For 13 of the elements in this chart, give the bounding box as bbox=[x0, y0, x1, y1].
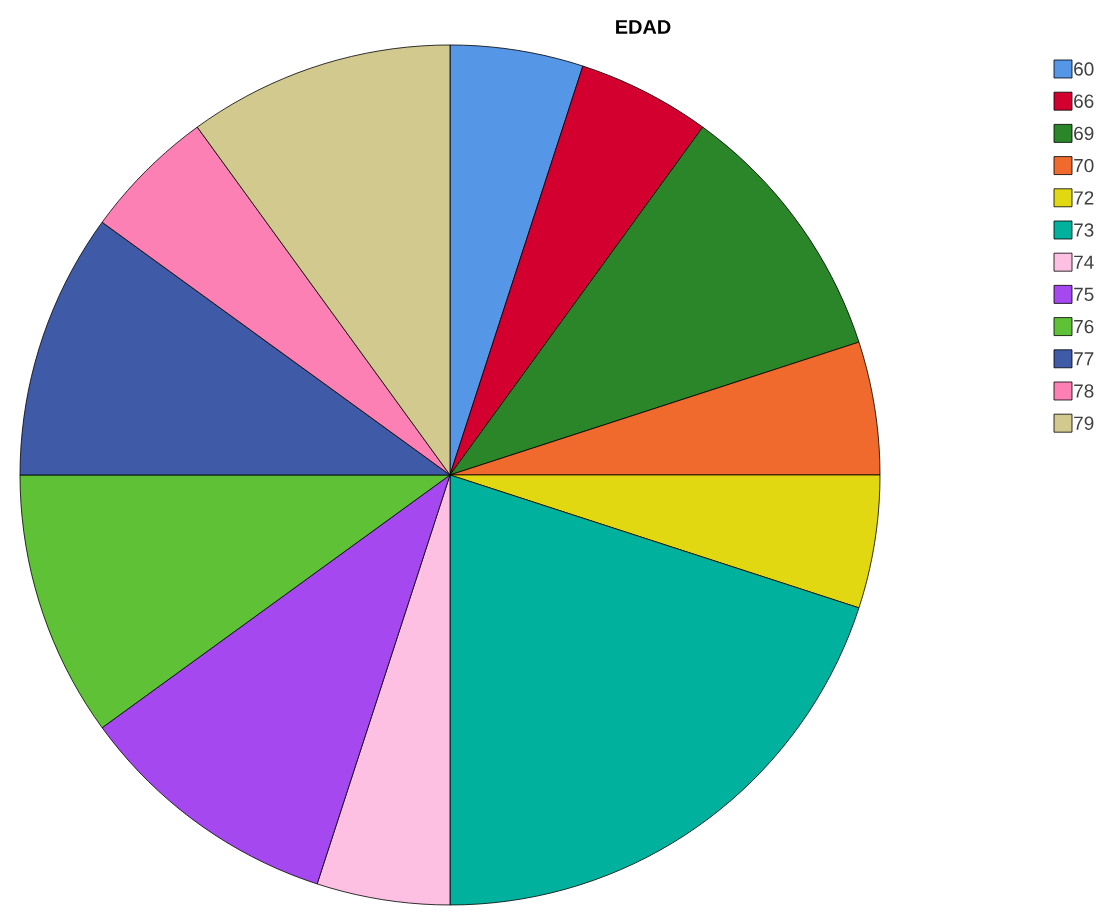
legend-label: 74 bbox=[1074, 255, 1094, 269]
legend-label: 72 bbox=[1074, 191, 1094, 205]
legend-label: 78 bbox=[1074, 384, 1094, 398]
legend-label: 66 bbox=[1074, 94, 1094, 108]
legend-label: 70 bbox=[1074, 158, 1094, 173]
legend-label: 73 bbox=[1074, 223, 1094, 237]
legend-label: 76 bbox=[1074, 319, 1094, 334]
legend-label: 79 bbox=[1074, 416, 1094, 430]
legend-label: 60 bbox=[1074, 62, 1094, 76]
legend-label: 69 bbox=[1074, 126, 1094, 141]
legend-label: 77 bbox=[1074, 352, 1094, 366]
legend-label: 75 bbox=[1074, 287, 1094, 301]
chart-title: EDAD bbox=[616, 20, 671, 34]
